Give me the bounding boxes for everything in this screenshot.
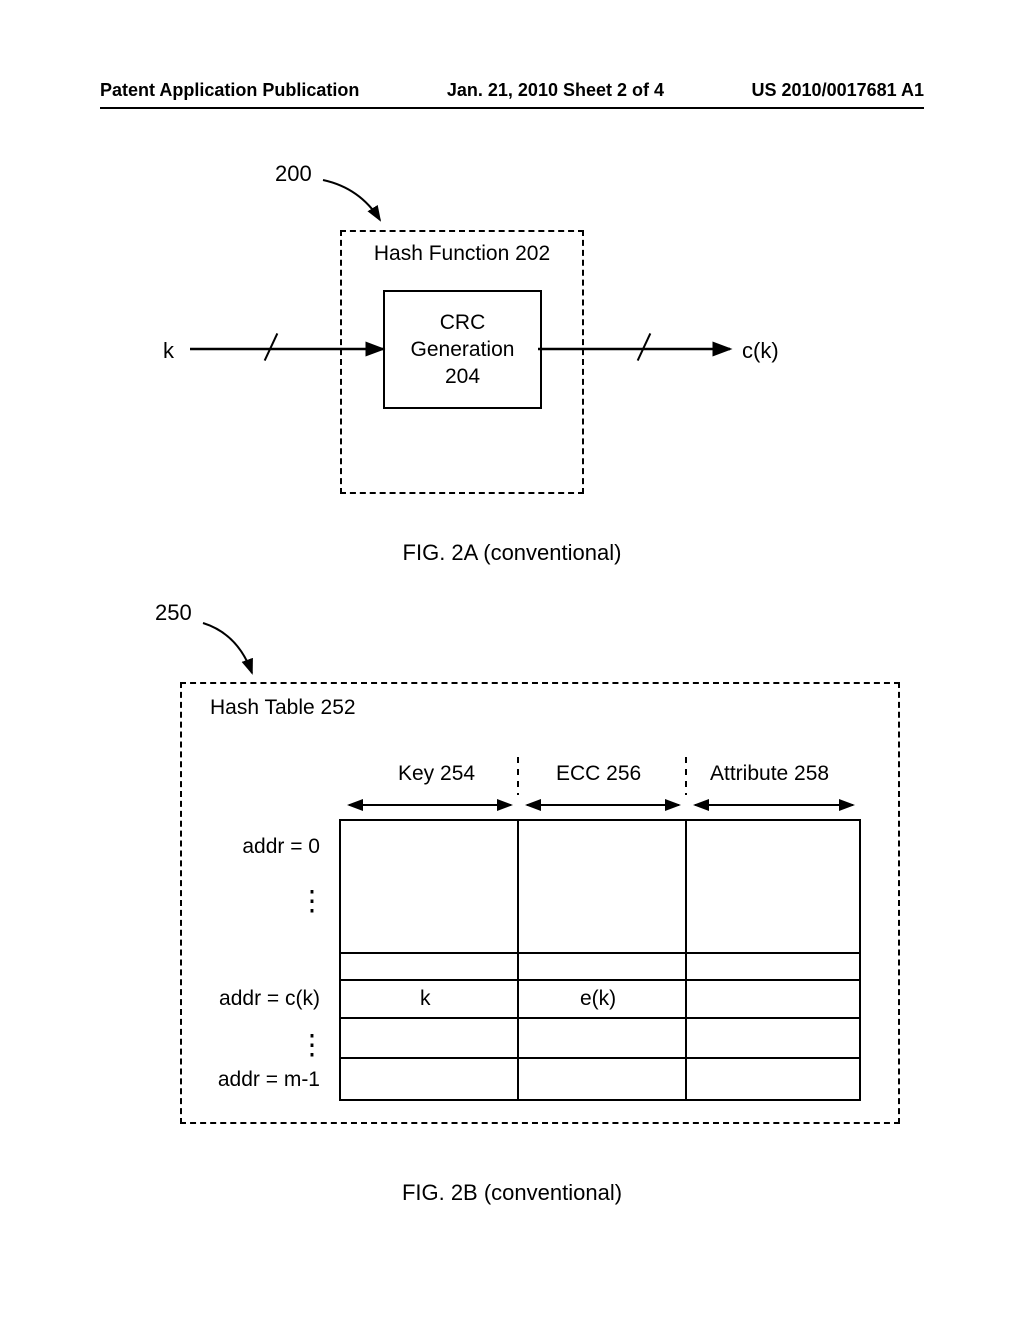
fig2a-caption: FIG. 2A (conventional) — [0, 540, 1024, 566]
header-left: Patent Application Publication — [100, 80, 359, 101]
page-header: Patent Application Publication Jan. 21, … — [100, 80, 924, 109]
output-label-ck: c(k) — [742, 338, 779, 364]
figure-2a: 200 Hash Function 202 CRC Generation 204 — [0, 150, 1024, 520]
fig2a-input-arrow-icon — [0, 150, 800, 410]
hash-table-grid — [0, 590, 900, 1140]
header-right: US 2010/0017681 A1 — [752, 80, 924, 101]
header-center: Jan. 21, 2010 Sheet 2 of 4 — [447, 80, 664, 101]
vdots-lower-icon: ⋮ — [298, 1040, 326, 1050]
cell-k: k — [420, 987, 431, 1011]
input-slash-icon — [263, 336, 279, 360]
vdots-upper-icon: ⋮ — [298, 896, 326, 906]
cell-ek: e(k) — [580, 987, 616, 1011]
output-slash-icon — [636, 336, 652, 360]
addr-0-label: addr = 0 — [200, 835, 320, 859]
addr-ck-label: addr = c(k) — [200, 987, 320, 1011]
page: Patent Application Publication Jan. 21, … — [0, 0, 1024, 1320]
addr-m1-label: addr = m-1 — [200, 1068, 320, 1092]
figure-2b: 250 Hash Table 252 — [0, 590, 1024, 1190]
input-label-k: k — [163, 338, 174, 364]
fig2b-caption: FIG. 2B (conventional) — [0, 1180, 1024, 1206]
